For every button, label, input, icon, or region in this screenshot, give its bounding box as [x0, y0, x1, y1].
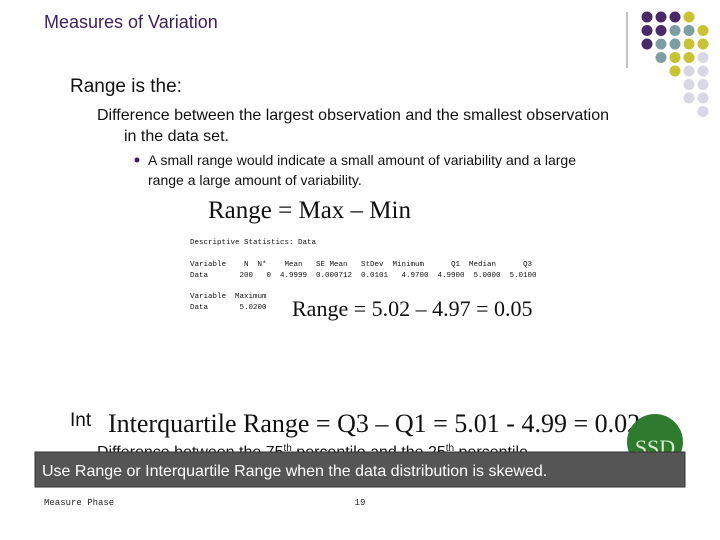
banner-text: Use Range or Interquartile Range when th…	[42, 463, 547, 480]
dot	[683, 38, 695, 50]
dot	[697, 38, 709, 50]
dot	[683, 25, 695, 36]
dot	[683, 79, 695, 90]
dot	[655, 11, 667, 23]
bullet-dot	[134, 157, 140, 163]
dot	[655, 38, 667, 50]
dot	[669, 52, 681, 63]
range-definition: Difference between the largest observati…	[97, 107, 609, 124]
slide-title: Measures of Variation	[44, 12, 218, 32]
dot	[641, 25, 653, 36]
dot	[655, 25, 667, 36]
dot	[655, 52, 667, 63]
dot	[683, 52, 695, 63]
banner	[34, 451, 686, 488]
dot	[697, 92, 709, 104]
output-header: Variable Maximum	[190, 293, 267, 301]
dot	[683, 92, 695, 104]
dot	[697, 52, 709, 63]
dot	[697, 65, 709, 77]
output-row: Data 200 0 4.9999 0.000712 0.0101 4.9700…	[190, 272, 537, 280]
range-definition: in the data set.	[124, 128, 229, 145]
range-bullet: range a large amount of variability.	[148, 172, 362, 188]
iqr-heading: Int	[70, 410, 92, 431]
dot	[669, 25, 681, 36]
dot	[697, 25, 709, 36]
iqr-formula: Interquartile Range = Q3 – Q1 = 5.01 - 4…	[108, 409, 640, 438]
dot	[669, 38, 681, 50]
range-bullet: A small range would indicate a small amo…	[148, 152, 576, 168]
dot	[669, 65, 681, 77]
output-header: Variable N N* Mean SE Mean StDev Minimum…	[190, 261, 533, 269]
footer-left: Measure Phase	[44, 498, 114, 508]
dot	[697, 106, 709, 117]
dot	[669, 11, 681, 23]
dot-decoration	[641, 11, 709, 117]
output-title: Descriptive Statistics: Data	[190, 239, 317, 247]
page-number: 19	[355, 498, 366, 508]
formula-box	[105, 406, 620, 436]
dot	[641, 38, 653, 50]
dot	[697, 79, 709, 90]
range-formula: Range = Max – Min	[208, 197, 411, 224]
output-row: Data 5.0200	[190, 304, 267, 312]
range-heading: Range is the:	[70, 76, 182, 97]
dot	[683, 65, 695, 77]
dot	[641, 11, 653, 23]
range-calculation: Range = 5.02 – 4.97 = 0.05	[292, 296, 533, 321]
dot	[683, 11, 695, 23]
